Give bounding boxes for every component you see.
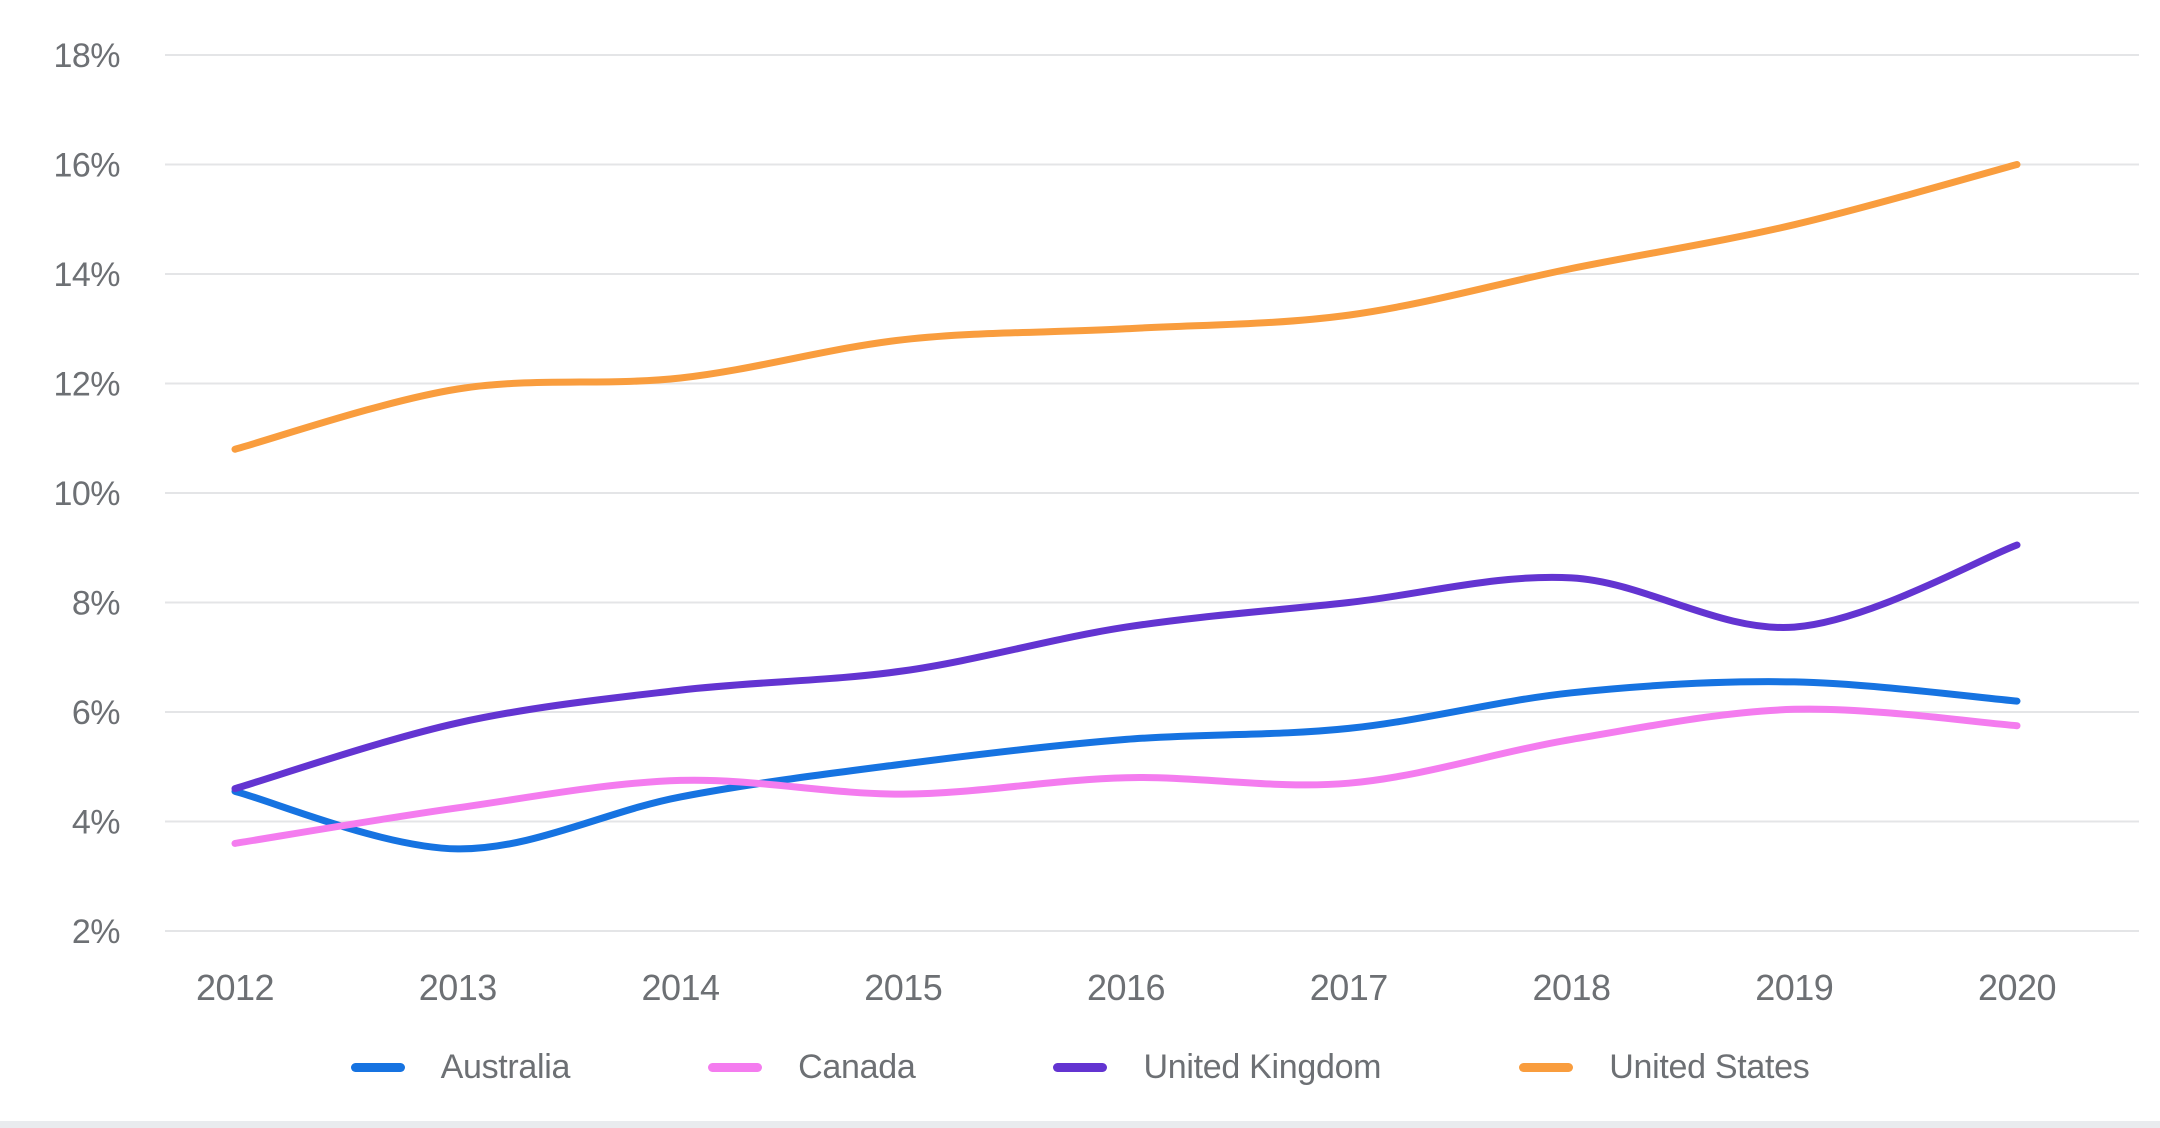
series-line-united-kingdom: [231, 541, 2021, 793]
legend-label: United States: [1609, 1048, 1810, 1086]
x-axis-tick-label: 2015: [864, 967, 942, 1008]
legend-swatch-australia-icon: [350, 1063, 405, 1072]
series-line-canada: [231, 705, 2021, 847]
plot-area: 18% 16% 14% 12% 10% 8% 6% 4% 2% 2012 2013 2014 2015 2…: [53, 37, 2139, 1008]
x-axis-tick-label: 2020: [1978, 967, 2056, 1008]
y-axis-tick-label: 4%: [72, 804, 120, 842]
x-axis-tick-label: 2019: [1755, 967, 1833, 1008]
y-axis-tick-label: 14%: [53, 256, 120, 294]
legend: Australia Canada United Kingdom United Stat…: [0, 1048, 2160, 1087]
x-axis-tick-label: 2016: [1087, 967, 1165, 1008]
legend-item-united-states: United States: [1519, 1048, 1810, 1087]
legend-item-united-kingdom: United Kingdom: [1053, 1048, 1382, 1087]
bottom-edge: [0, 1121, 2160, 1128]
legend-label: United Kingdom: [1143, 1048, 1382, 1086]
x-axis-tick-label: 2018: [1532, 967, 1610, 1008]
y-axis-tick-label: 10%: [53, 475, 120, 513]
series-line-australia: [231, 678, 2021, 853]
legend-label: Australia: [440, 1048, 571, 1086]
y-axis-tick-label: 18%: [53, 37, 120, 75]
x-axis-tick-label: 2012: [196, 967, 274, 1008]
series-line-united-states: [231, 161, 2021, 453]
legend-item-australia: Australia: [350, 1048, 571, 1087]
y-axis-tick-label: 2%: [72, 913, 120, 951]
legend-item-canada: Canada: [708, 1048, 916, 1087]
legend-swatch-united-states-icon: [1519, 1063, 1574, 1072]
x-axis-tick-label: 2017: [1310, 967, 1388, 1008]
y-axis-tick-label: 6%: [72, 694, 120, 732]
legend-label: Canada: [798, 1048, 916, 1086]
y-axis-tick-label: 8%: [72, 585, 120, 623]
y-axis-tick-label: 16%: [53, 147, 120, 185]
legend-swatch-canada-icon: [708, 1063, 763, 1072]
legend-swatch-united-kingdom-icon: [1053, 1063, 1108, 1072]
y-axis-tick-label: 12%: [53, 366, 120, 404]
x-axis-tick-label: 2014: [641, 967, 719, 1008]
x-axis-tick-label: 2013: [419, 967, 497, 1008]
